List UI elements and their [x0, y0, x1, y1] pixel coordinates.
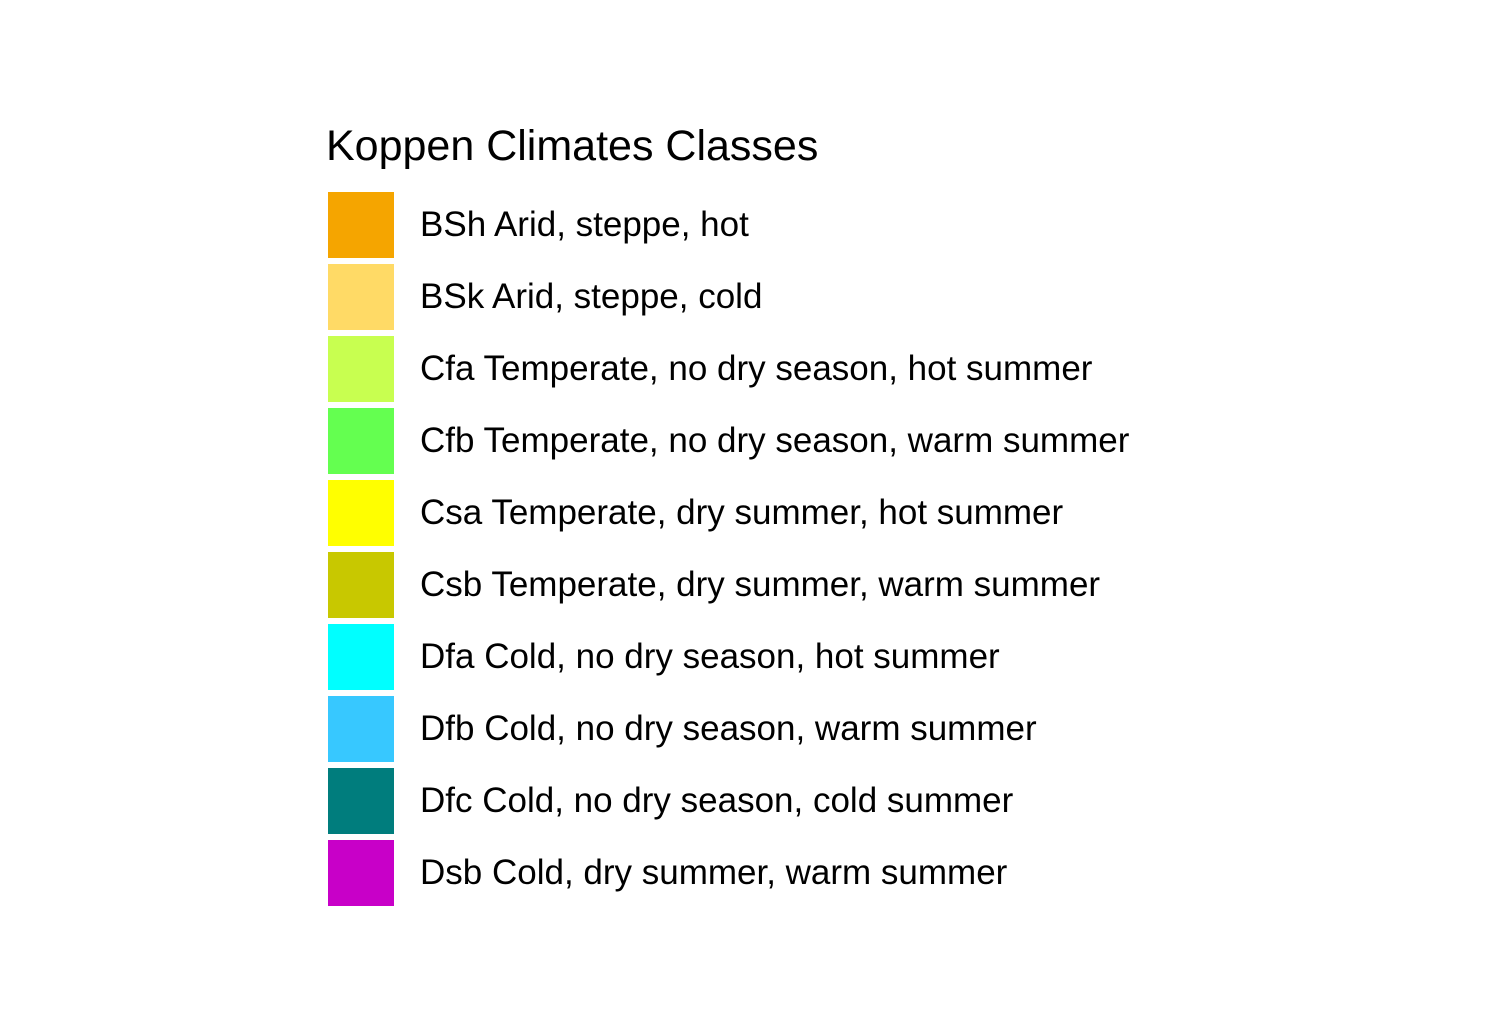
legend-label-csa: Csa Temperate, dry summer, hot summer: [420, 493, 1064, 532]
legend-swatch-cfa: [328, 336, 394, 402]
legend-label-dfa: Dfa Cold, no dry season, hot summer: [420, 637, 1000, 676]
legend-item-dfa: Dfa Cold, no dry season, hot summer: [328, 624, 1228, 690]
legend-swatch-dfa: [328, 624, 394, 690]
legend-label-bsh: BSh Arid, steppe, hot: [420, 205, 749, 244]
legend-swatch-dsb: [328, 840, 394, 906]
legend-label-dfc: Dfc Cold, no dry season, cold summer: [420, 781, 1014, 820]
legend-swatch-dfc: [328, 768, 394, 834]
legend-item-dfc: Dfc Cold, no dry season, cold summer: [328, 768, 1228, 834]
legend-item-csb: Csb Temperate, dry summer, warm summer: [328, 552, 1228, 618]
legend-item-bsk: BSk Arid, steppe, cold: [328, 264, 1228, 330]
legend-swatch-csa: [328, 480, 394, 546]
legend-label-dsb: Dsb Cold, dry summer, warm summer: [420, 853, 1008, 892]
legend-swatch-csb: [328, 552, 394, 618]
legend-swatch-bsh: [328, 192, 394, 258]
legend-swatch-bsk: [328, 264, 394, 330]
legend-item-cfb: Cfb Temperate, no dry season, warm summe…: [328, 408, 1228, 474]
legend-label-dfb: Dfb Cold, no dry season, warm summer: [420, 709, 1037, 748]
legend-item-bsh: BSh Arid, steppe, hot: [328, 192, 1228, 258]
legend-label-cfa: Cfa Temperate, no dry season, hot summer: [420, 349, 1093, 388]
legend-title: Koppen Climates Classes: [326, 122, 819, 170]
legend-swatch-cfb: [328, 408, 394, 474]
legend-label-cfb: Cfb Temperate, no dry season, warm summe…: [420, 421, 1130, 460]
legend-item-dsb: Dsb Cold, dry summer, warm summer: [328, 840, 1228, 906]
legend-item-dfb: Dfb Cold, no dry season, warm summer: [328, 696, 1228, 762]
legend-label-bsk: BSk Arid, steppe, cold: [420, 277, 763, 316]
legend-swatch-dfb: [328, 696, 394, 762]
legend-label-csb: Csb Temperate, dry summer, warm summer: [420, 565, 1101, 604]
legend-item-csa: Csa Temperate, dry summer, hot summer: [328, 480, 1228, 546]
legend-item-cfa: Cfa Temperate, no dry season, hot summer: [328, 336, 1228, 402]
